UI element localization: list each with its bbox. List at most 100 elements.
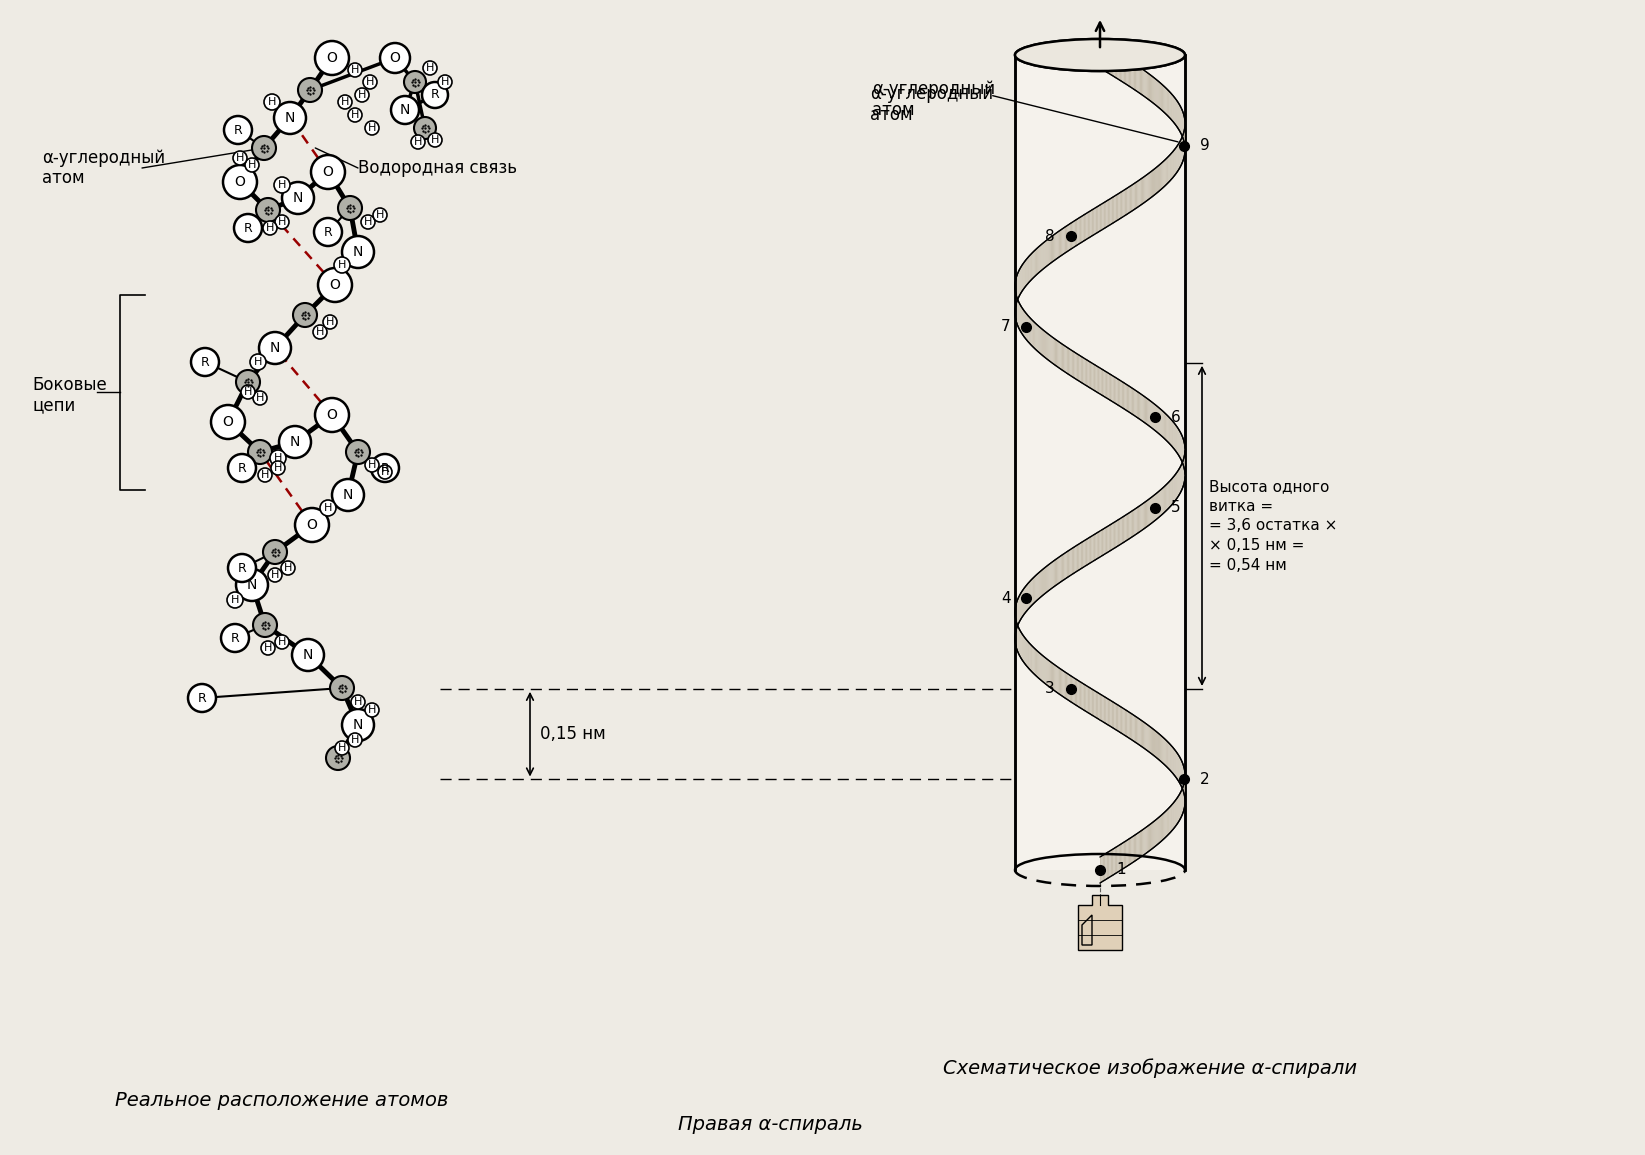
Text: H: H [441,77,449,87]
Circle shape [252,136,276,161]
Text: H: H [253,357,262,367]
Text: Схематическое изображение α-спирали: Схематическое изображение α-спирали [943,1058,1357,1078]
Circle shape [322,315,337,329]
Circle shape [355,88,368,102]
Text: R: R [230,632,240,644]
Circle shape [321,500,336,516]
Text: H: H [380,467,390,477]
Circle shape [337,196,362,219]
Circle shape [342,236,373,268]
Text: 8: 8 [1045,229,1054,244]
Text: R: R [237,462,247,475]
Circle shape [263,541,286,564]
Circle shape [188,684,215,711]
Text: R: R [234,124,242,136]
Text: H: H [324,502,332,513]
Text: H: H [341,97,349,107]
Text: 2: 2 [1199,772,1209,787]
Ellipse shape [1015,39,1184,70]
Text: H: H [350,65,359,75]
Circle shape [411,135,424,149]
Circle shape [332,479,364,511]
Text: 10: 10 [1115,47,1135,62]
Circle shape [258,331,291,364]
Circle shape [275,215,290,229]
Text: H: H [263,643,271,653]
Circle shape [380,43,410,73]
Text: 6: 6 [1171,410,1181,425]
Text: H: H [337,260,345,270]
Circle shape [364,75,377,89]
Text: O: O [390,51,400,65]
Text: H: H [285,562,293,573]
Circle shape [405,70,426,94]
Polygon shape [1077,895,1122,951]
Text: N: N [342,489,354,502]
Text: O: O [327,408,337,422]
Text: H: H [273,453,283,463]
Circle shape [281,561,294,575]
Circle shape [224,116,252,144]
Circle shape [250,353,266,370]
Circle shape [258,468,271,482]
Circle shape [275,635,290,649]
Circle shape [317,268,352,301]
Circle shape [262,641,275,655]
Circle shape [314,40,349,75]
Circle shape [242,385,255,398]
Circle shape [342,709,373,742]
Text: H: H [375,210,385,219]
Circle shape [257,198,280,222]
Text: N: N [303,648,313,662]
Text: R: R [201,356,209,368]
Polygon shape [1015,55,1184,870]
Text: H: H [426,64,434,73]
Circle shape [293,303,317,327]
Circle shape [263,94,280,110]
Text: N: N [293,191,303,204]
Text: N: N [285,111,294,125]
Circle shape [235,569,268,601]
Text: H: H [262,470,270,480]
Text: N: N [352,718,364,732]
Circle shape [423,82,447,109]
Circle shape [326,746,350,770]
Text: H: H [326,316,334,327]
Text: O: O [222,415,234,429]
Circle shape [345,440,370,464]
Circle shape [415,117,436,139]
Polygon shape [1082,915,1092,945]
Circle shape [372,454,400,482]
Text: H: H [316,327,324,337]
Circle shape [281,182,314,214]
Text: Водородная связь: Водородная связь [359,159,517,177]
Circle shape [245,158,258,172]
Circle shape [365,459,378,472]
Circle shape [224,165,257,199]
Circle shape [229,454,257,482]
Circle shape [336,742,349,755]
Circle shape [268,568,281,582]
Text: R: R [237,561,247,574]
Circle shape [211,405,245,439]
Text: H: H [268,97,276,107]
Circle shape [373,208,387,222]
Circle shape [234,214,262,243]
Circle shape [253,613,276,638]
Circle shape [349,64,362,77]
Circle shape [428,133,443,147]
Text: 1: 1 [1115,863,1125,878]
Text: Высота одного
витка =
= 3,6 остатка ×
× 0,15 нм =
= 0,54 нм: Высота одного витка = = 3,6 остатка × × … [1209,479,1337,573]
Text: H: H [243,387,252,397]
Text: N: N [290,435,299,449]
Text: H: H [368,460,377,470]
Ellipse shape [1015,39,1184,70]
Circle shape [229,554,257,582]
Text: H: H [337,743,345,753]
Text: H: H [273,463,283,474]
Text: H: H [368,122,377,133]
Circle shape [392,96,419,124]
Text: R: R [197,692,206,705]
Text: N: N [352,245,364,259]
Text: O: O [235,176,245,189]
